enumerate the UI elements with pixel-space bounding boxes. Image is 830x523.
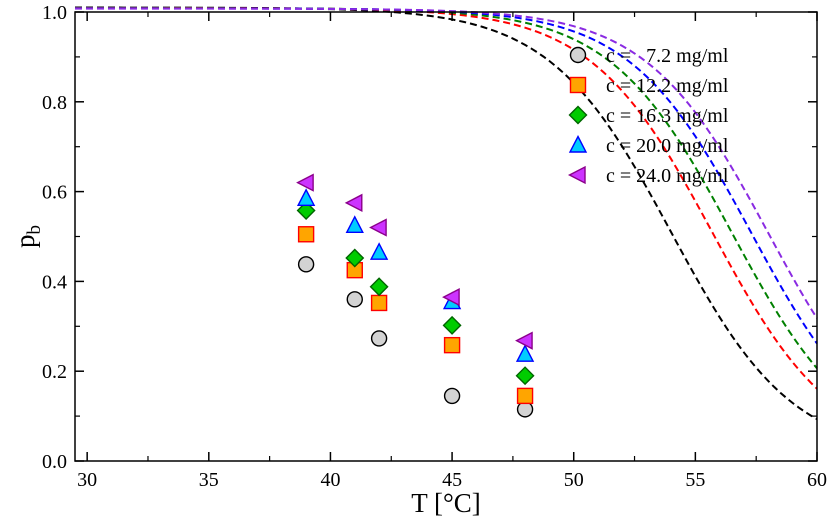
legend-marker [568,105,588,125]
data-points [296,173,535,418]
y-tick-label: 0.8 [42,92,67,114]
data-point [443,336,461,354]
x-tick-label: 60 [807,469,827,491]
data-point [296,200,316,220]
data-point [369,218,387,237]
data-point [369,277,389,297]
data-point [369,242,389,260]
legend-label: c = 24.0 mg/ml [606,165,729,187]
y-tick-label: 0.4 [42,271,67,293]
y-tick-label: 0.0 [42,451,67,473]
data-point [297,226,315,243]
data-point [516,401,534,418]
data-point [345,215,364,233]
data-point [443,387,461,405]
data-point [442,315,462,335]
data-point [515,366,535,386]
data-point [344,193,363,212]
y-tick-label: 0.2 [42,361,67,383]
y-axis-title: pb [10,225,45,248]
x-axis-title: T [°C] [411,488,481,518]
fit-curves [74,6,818,421]
legend: c = 7.2 mg/ml c = 12.2 mg/ml c = 16.3 mg/m… [567,45,729,187]
legend-marker [568,134,588,153]
fit-curve [74,6,818,421]
data-point [346,291,363,308]
legend-marker [567,165,586,185]
legend-marker [569,46,587,64]
y-tick-label: 0.6 [42,182,67,204]
data-point [515,344,535,362]
data-point [297,256,315,273]
data-point [296,188,316,207]
x-tick-label: 30 [77,469,97,491]
data-point [345,248,365,268]
data-point [370,294,388,312]
legend-label: c = 7.2 mg/ml [606,45,729,67]
y-axis-title-main: p [10,235,40,249]
x-tick-label: 45 [442,469,462,491]
legend-label: c = 12.2 mg/ml [606,75,729,97]
legend-marker [569,76,587,94]
fit-curve [75,7,818,319]
y-axis-title-subscript: b [24,225,45,235]
data-point [442,287,460,307]
x-tick-label: 55 [685,469,705,491]
x-tick-label: 35 [199,469,219,491]
data-point [296,173,314,192]
data-point [516,387,534,405]
axis-ticks: 30 35 40 45 50 55 60 0.0 0.2 0.4 0.6 0.8 1.0 [42,2,827,491]
legend-label: c = 16.3 mg/ml [606,105,729,127]
x-tick-label: 50 [564,469,584,491]
data-point [515,331,533,350]
legend-label: c = 20.0 mg/ml [606,135,729,157]
y-tick-label: 1.0 [42,2,67,24]
data-point [370,330,388,347]
x-tick-label: 40 [320,469,340,491]
